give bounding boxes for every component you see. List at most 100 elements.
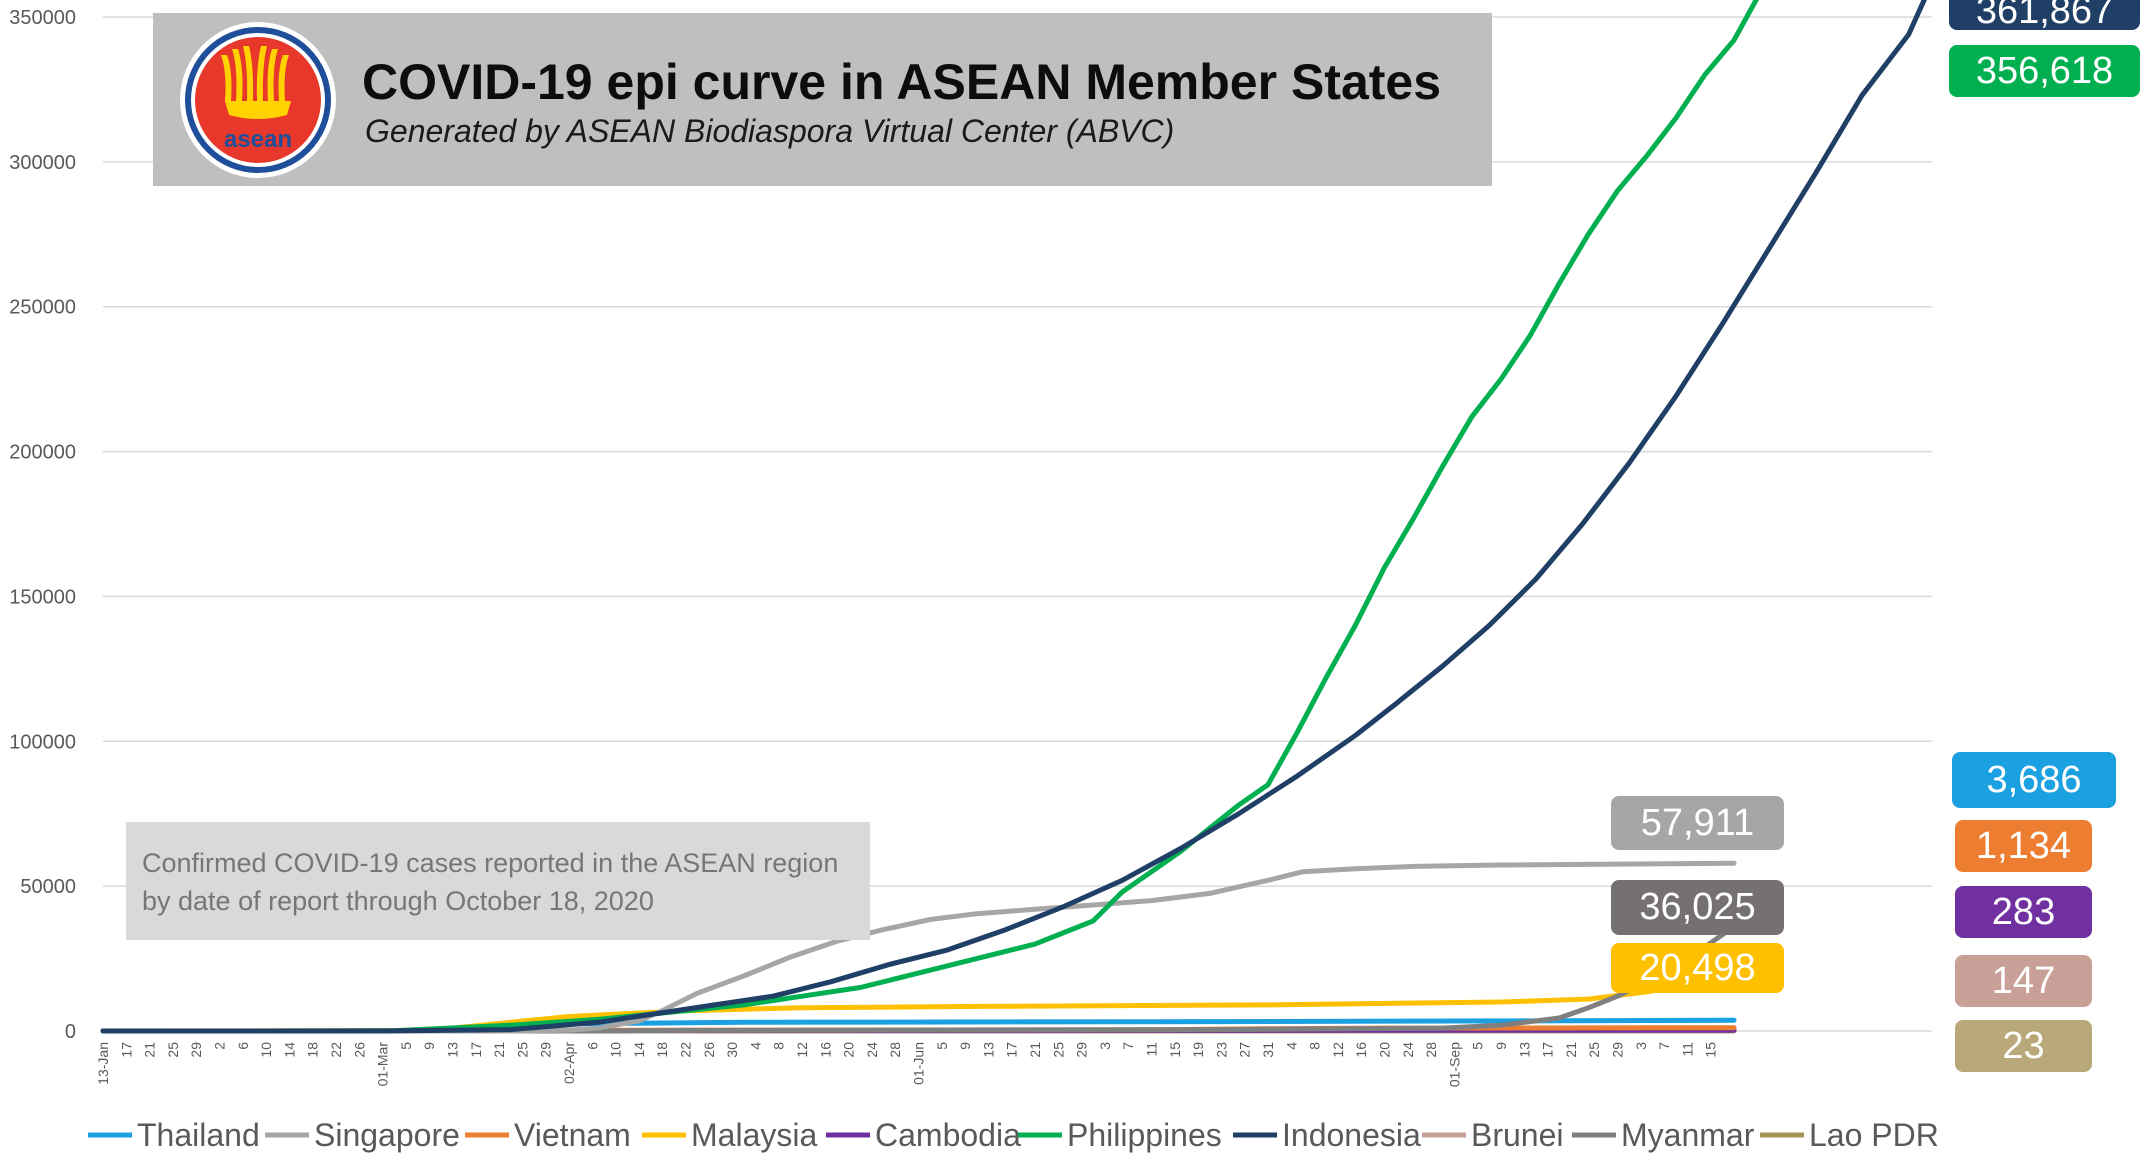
y-tick-label: 250000 [9,297,76,319]
x-tick-label: 25 [514,1042,530,1058]
end-value-label: 1,134 [1955,820,2092,872]
x-tick-label: 17 [1004,1042,1020,1058]
title-banner: asean COVID-19 epi curve in ASEAN Member… [153,13,1492,186]
end-value-label: 36,025 [1611,880,1784,935]
x-tick-label: 29 [1074,1042,1090,1058]
y-tick-label: 0 [65,1021,76,1043]
chart-title: COVID-19 epi curve in ASEAN Member State… [362,54,1442,110]
x-tick-label: 5 [1470,1042,1486,1050]
x-tick-label: 29 [538,1042,554,1058]
legend-label: Malaysia [691,1117,817,1153]
x-tick-label: 31 [1260,1042,1276,1058]
x-tick-label: 9 [421,1042,437,1050]
x-tick-label: 28 [887,1042,903,1058]
x-tick-label: 20 [841,1042,857,1058]
legend-label: Vietnam [514,1117,631,1153]
end-value-label: 361,867 [1949,0,2140,30]
x-tick-label: 21 [1027,1042,1043,1058]
x-tick-label: 6 [235,1042,251,1050]
x-tick-label: 3 [1097,1042,1113,1050]
legend-label: Cambodia [875,1117,1021,1153]
x-tick-label: 26 [701,1042,717,1058]
x-tick-label: 3 [1633,1042,1649,1050]
x-tick-label: 17 [468,1042,484,1058]
x-tick-label: 24 [1400,1042,1416,1058]
chart-note: Confirmed COVID-19 cases reported in the… [126,822,870,940]
y-tick-label: 200000 [9,442,76,464]
asean-logo: asean [180,22,336,178]
x-tick-label: 8 [771,1042,787,1050]
x-tick-label: 22 [677,1042,693,1058]
x-tick-label: 25 [165,1042,181,1058]
x-tick-label: 12 [794,1042,810,1058]
x-tick-label: 10 [608,1042,624,1058]
x-tick-label: 14 [281,1042,297,1058]
end-value-label: 283 [1955,886,2092,938]
x-tick-label: 29 [188,1042,204,1058]
x-tick-label: 02-Apr [561,1042,577,1084]
x-tick-label: 9 [957,1042,973,1050]
x-tick-label: 5 [934,1042,950,1050]
x-axis-ticks: 13-Jan 17 21 25 29 2 6 10 14 18 22 26 01-Mar 5 9 13 17 21… [95,1042,1719,1087]
x-tick-label: 30 [724,1042,740,1058]
x-tick-label: 16 [817,1042,833,1058]
y-tick-label: 50000 [20,876,76,898]
x-tick-label: 19 [1190,1042,1206,1058]
x-tick-label: 13 [1516,1042,1532,1058]
series-line-indonesia [100,0,1927,1034]
y-axis-ticks: 0 50000 100000 150000 200000 250000 300000 3500… [9,7,76,1043]
x-tick-label: 13 [444,1042,460,1058]
x-tick-label: 25 [1586,1042,1602,1058]
x-tick-label: 22 [328,1042,344,1058]
x-tick-label: 4 [747,1042,763,1050]
legend: Thailand Singapore Vietnam Malaysia Cambodia… [88,1117,1939,1153]
end-value-label: 3,686 [1952,752,2116,808]
legend-label: Lao PDR [1809,1117,1939,1153]
series-line-singapore [100,860,1737,1034]
end-value-label: 20,498 [1611,943,1784,993]
y-tick-label: 350000 [9,7,76,29]
legend-label: Philippines [1067,1117,1222,1153]
x-tick-label: 15 [1703,1042,1719,1058]
x-tick-label: 18 [305,1042,321,1058]
x-tick-label: 16 [1353,1042,1369,1058]
x-tick-label: 6 [584,1042,600,1050]
x-tick-label: 10 [258,1042,274,1058]
x-tick-label: 12 [1330,1042,1346,1058]
x-tick-label: 17 [118,1042,134,1058]
x-tick-label: 7 [1656,1042,1672,1050]
x-tick-label: 4 [1283,1042,1299,1050]
x-tick-label: 29 [1609,1042,1625,1058]
x-tick-label: 23 [1213,1042,1229,1058]
x-tick-label: 21 [491,1042,507,1058]
legend-label: Singapore [314,1117,460,1153]
series-lines [100,0,1927,1034]
x-tick-label: 01-Sep [1446,1042,1462,1087]
svg-text:asean: asean [224,126,292,153]
legend-label: Brunei [1471,1117,1564,1153]
y-tick-label: 300000 [9,152,76,174]
y-tick-label: 150000 [9,586,76,608]
x-tick-label: 15 [1167,1042,1183,1058]
x-tick-label: 18 [654,1042,670,1058]
end-value-label: 356,618 [1949,45,2140,97]
x-tick-label: 8 [1307,1042,1323,1050]
x-tick-label: 2 [211,1042,227,1050]
x-tick-label: 13 [980,1042,996,1058]
chart-subtitle: Generated by ASEAN Biodiaspora Virtual C… [365,113,1175,149]
x-tick-label: 24 [864,1042,880,1058]
x-tick-label: 11 [1679,1042,1695,1057]
x-tick-label: 01-Jun [910,1042,926,1085]
series-line-philippines [100,0,1759,1034]
x-tick-label: 28 [1423,1042,1439,1058]
x-tick-label: 13-Jan [95,1042,111,1085]
end-value-label: 147 [1955,955,2092,1007]
x-tick-label: 11 [1143,1042,1159,1057]
legend-label: Myanmar [1621,1117,1755,1153]
series-line-myanmar [100,924,1737,1034]
x-tick-label: 14 [631,1042,647,1058]
end-value-label: 57,911 [1611,796,1784,850]
end-value-label: 23 [1955,1020,2092,1072]
legend-label: Indonesia [1282,1117,1421,1153]
